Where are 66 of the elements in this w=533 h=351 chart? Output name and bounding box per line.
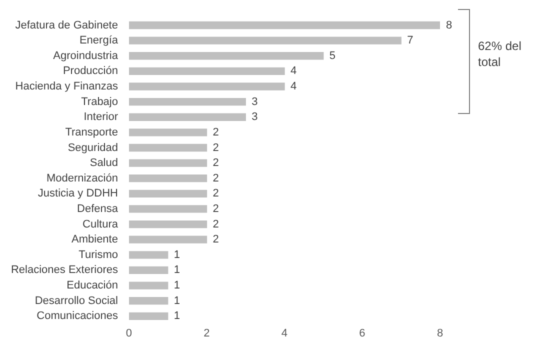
data-label: 3 — [252, 96, 258, 108]
data-label: 5 — [329, 50, 336, 62]
y-tick-label: Justicia y DDHH — [38, 188, 118, 200]
x-tick-label: 8 — [436, 327, 444, 340]
bar — [128, 82, 285, 90]
bar — [128, 266, 168, 274]
y-tick-label: Desarrollo Social — [34, 294, 118, 307]
x-tick-label: 6 — [359, 327, 366, 340]
bar — [128, 128, 208, 136]
bar — [128, 98, 246, 106]
y-tick-label: Trabajo — [81, 96, 118, 108]
data-label: 2 — [212, 188, 219, 200]
bar — [128, 113, 246, 121]
data-label: 1 — [174, 280, 180, 292]
y-tick-label: Energía — [79, 34, 119, 47]
y-tick-label: Producción — [62, 65, 118, 78]
bar — [128, 174, 208, 182]
y-tick-label: Hacienda y Finanzas — [15, 80, 118, 93]
data-label: 1 — [174, 294, 180, 307]
bar — [128, 144, 208, 152]
bar — [128, 190, 208, 198]
data-label: 8 — [446, 19, 452, 32]
data-label: 1 — [174, 264, 180, 276]
data-label: 2 — [212, 234, 219, 246]
data-label: 7 — [407, 34, 414, 47]
y-tick-label: Modernización — [46, 172, 118, 184]
y-tick-label: Seguridad — [68, 142, 118, 154]
data-label: 3 — [252, 111, 258, 124]
y-tick-label: Defensa — [77, 203, 119, 216]
bar — [128, 205, 208, 213]
y-tick-label: Agroindustria — [53, 50, 119, 62]
data-label: 2 — [212, 218, 219, 230]
data-label: 4 — [290, 65, 297, 78]
x-tick-label: 4 — [281, 327, 288, 340]
y-tick-label: Jefatura de Gabinete — [15, 19, 118, 32]
data-label: 1 — [174, 248, 180, 261]
bar — [128, 236, 208, 244]
y-tick-label: Relaciones Exteriores — [10, 264, 118, 276]
data-label: 2 — [212, 172, 219, 184]
bar — [128, 67, 285, 76]
data-label: 2 — [212, 203, 219, 216]
data-label: 4 — [290, 80, 297, 93]
y-tick-label: Comunicaciones — [36, 310, 118, 322]
data-label: 1 — [174, 310, 180, 322]
bar — [128, 52, 324, 60]
y-tick-label: Salud — [90, 157, 118, 170]
y-tick-label: Turismo — [78, 248, 118, 261]
y-tick-label: Educación — [66, 280, 118, 292]
bar — [128, 21, 440, 30]
bar — [128, 251, 168, 259]
data-label: 2 — [212, 126, 219, 138]
y-tick-label: Transporte — [65, 126, 118, 138]
y-tick-label: Interior — [84, 111, 118, 124]
bar — [128, 297, 168, 305]
bar — [128, 282, 168, 290]
bar — [128, 220, 208, 228]
y-tick-label: Cultura — [82, 218, 119, 230]
bar — [128, 36, 402, 44]
data-label: 2 — [212, 142, 219, 154]
y-tick-label: Ambiente — [72, 234, 118, 246]
text: 62% del total — [478, 38, 522, 70]
x-tick-label: 0 — [126, 327, 132, 340]
bar — [128, 312, 168, 320]
x-tick-label: 2 — [204, 327, 210, 340]
data-label: 2 — [212, 157, 219, 170]
bar — [128, 159, 208, 167]
